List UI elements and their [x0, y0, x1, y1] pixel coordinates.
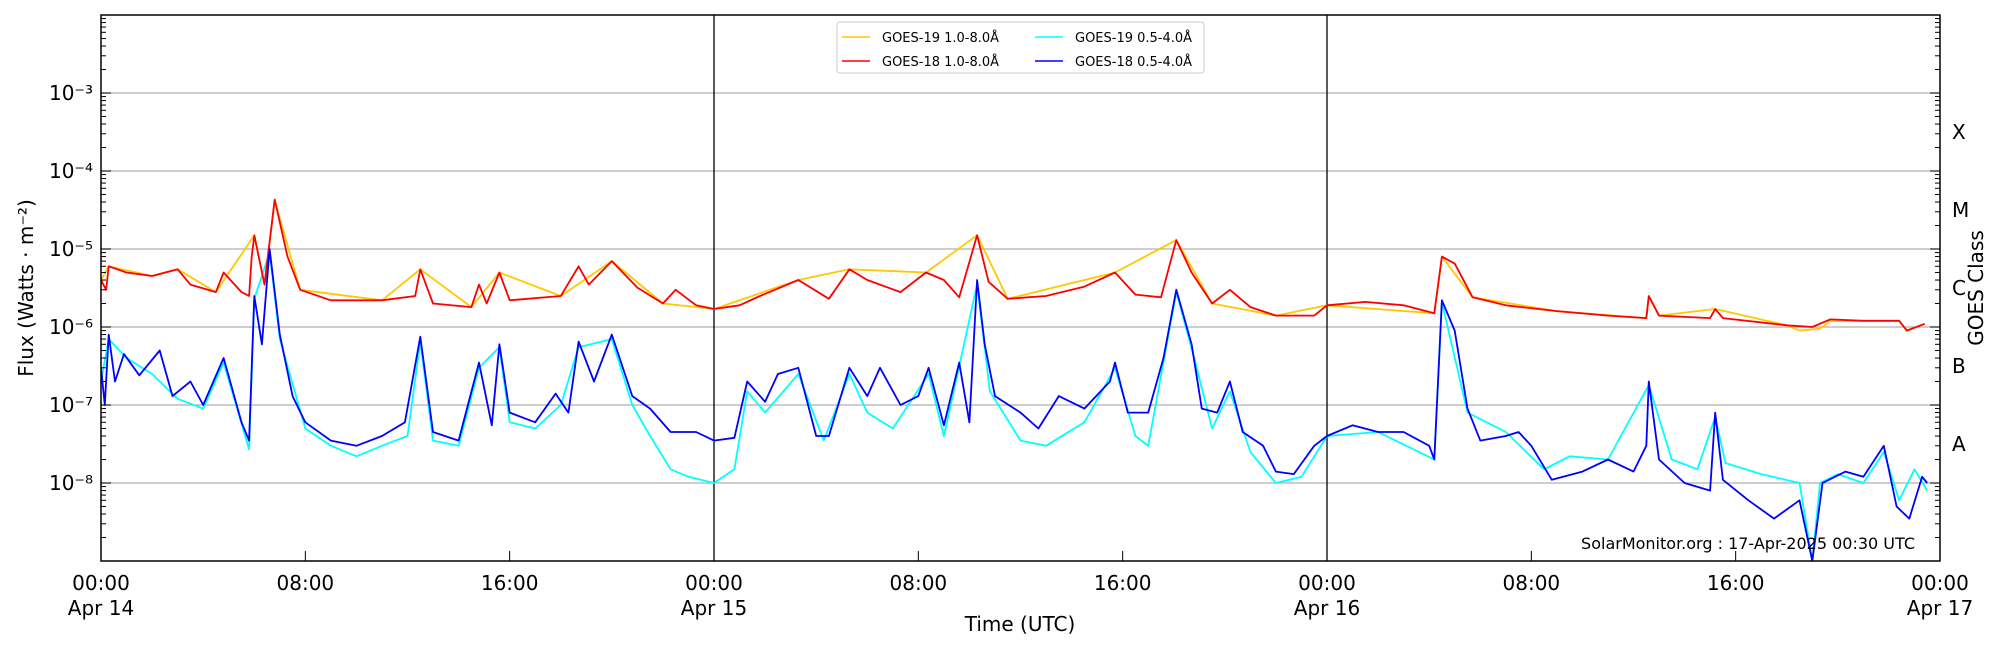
- goes-class-label: B: [1952, 354, 1966, 378]
- x-tick-date-label: Apr 16: [1294, 596, 1360, 620]
- plot-frame: [100, 14, 1941, 562]
- y-tick-label: 10⁻⁴: [49, 159, 93, 183]
- x-tick-time-label: 16:00: [1094, 571, 1152, 595]
- legend-label: GOES-19 1.0-8.0Å: [882, 30, 999, 46]
- x-tick-time-label: 00:00: [72, 571, 130, 595]
- data-series: [101, 198, 1928, 561]
- x-tick-time-label: 16:00: [481, 571, 539, 595]
- x-tick-time-label: 08:00: [890, 571, 948, 595]
- goes-class-label: A: [1952, 432, 1966, 456]
- goes-class-label: M: [1952, 198, 1969, 222]
- day-boundary-lines: [713, 15, 1328, 561]
- y-tick-label: 10⁻⁵: [49, 237, 93, 261]
- legend-label: GOES-18 1.0-8.0Å: [882, 54, 999, 70]
- series-line-2: [101, 251, 1928, 561]
- y-tick-label: 10⁻⁷: [49, 393, 93, 417]
- series-line-4: [101, 248, 1928, 561]
- x-tick-time-label: 08:00: [1503, 571, 1561, 595]
- goes-class-label: C: [1952, 276, 1966, 300]
- x-tick-time-label: 16:00: [1707, 571, 1765, 595]
- series-line-3: [101, 198, 1926, 332]
- goes-class-label: X: [1952, 120, 1966, 144]
- y-tick-label: 10⁻⁸: [49, 471, 93, 495]
- x-tick-time-label: 08:00: [277, 571, 335, 595]
- x-tick-time-label: 00:00: [1911, 571, 1969, 595]
- x-tick-time-label: 00:00: [685, 571, 743, 595]
- x-tick-date-label: Apr 14: [68, 596, 134, 620]
- gridlines: [101, 92, 1940, 484]
- x-axis-title: Time (UTC): [964, 612, 1076, 636]
- watermark-annotation: SolarMonitor.org : 17-Apr-2025 00:30 UTC: [1581, 534, 1915, 553]
- legend: GOES-19 1.0-8.0Å GOES-18 1.0-8.0Å GOES-19 …: [836, 21, 1205, 74]
- y-axis-right-title: GOES Class: [1964, 230, 1988, 346]
- x-tick-date-label: Apr 17: [1907, 596, 1973, 620]
- legend-box: [836, 21, 1205, 74]
- y-tick-label: 10⁻³: [49, 81, 93, 105]
- x-tick-time-label: 00:00: [1298, 571, 1356, 595]
- x-tick-date-label: Apr 15: [681, 596, 747, 620]
- series-line-1: [101, 199, 1926, 332]
- y-tick-label: 10⁻⁶: [49, 315, 93, 339]
- legend-label: GOES-19 0.5-4.0Å: [1075, 30, 1192, 46]
- y-axis-title: Flux (Watts · m⁻²): [14, 199, 38, 377]
- legend-label: GOES-18 0.5-4.0Å: [1075, 54, 1192, 70]
